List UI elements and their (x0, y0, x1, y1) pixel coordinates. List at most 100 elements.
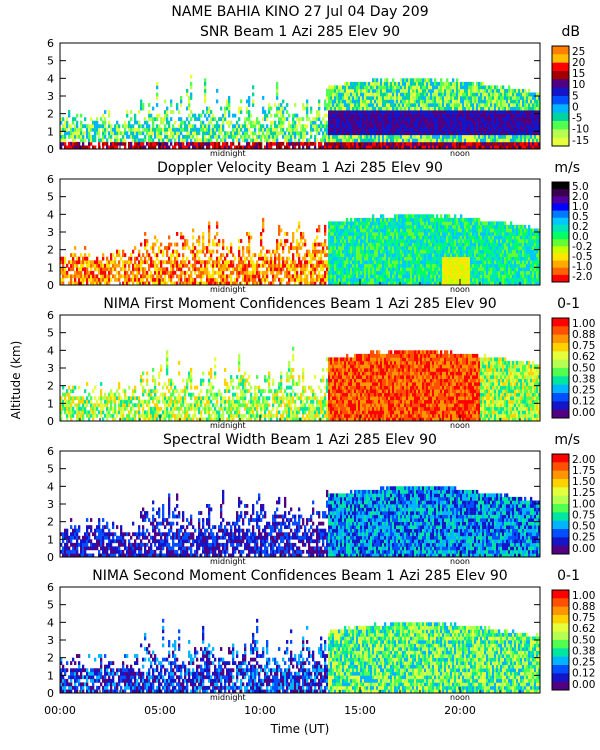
heatmap-cell (468, 131, 471, 136)
heatmap-cell (416, 110, 419, 114)
heatmap-cell (310, 127, 313, 132)
heatmap-cell (484, 124, 487, 129)
heatmap-cell (334, 127, 337, 132)
heatmap-cell (288, 138, 291, 143)
heatmap-cell (436, 81, 439, 86)
heatmap-cell (166, 113, 169, 118)
heatmap-cell (306, 106, 309, 111)
heatmap-cell (360, 228, 363, 233)
heatmap-cell (342, 85, 345, 90)
heatmap-cell (388, 117, 391, 122)
heatmap-cell (344, 110, 347, 114)
heatmap-cell (108, 281, 111, 286)
heatmap-cell (460, 117, 463, 122)
heatmap-cell (312, 246, 315, 250)
heatmap-cell (454, 113, 457, 118)
heatmap-cell (230, 120, 233, 125)
heatmap-cell (400, 141, 403, 146)
heatmap-cell (428, 106, 431, 111)
heatmap-cell (336, 274, 339, 279)
heatmap-cell (422, 120, 425, 125)
heatmap-cell (296, 242, 299, 247)
heatmap-cell (290, 131, 293, 136)
heatmap-cell (402, 263, 405, 268)
heatmap-cell (380, 88, 383, 93)
heatmap-cell (514, 88, 517, 93)
heatmap-cell (342, 228, 345, 233)
heatmap-cell (382, 88, 385, 93)
heatmap-cell (396, 113, 399, 118)
heatmap-cell (392, 232, 395, 236)
heatmap-cell (384, 131, 387, 136)
heatmap-cell (450, 127, 453, 132)
heatmap-cell (390, 239, 393, 243)
heatmap-cell (466, 138, 469, 143)
heatmap-cell (134, 246, 137, 250)
heatmap-cell (394, 145, 397, 150)
heatmap-cell (222, 263, 225, 268)
heatmap-cell (212, 249, 215, 254)
heatmap-cell (276, 267, 279, 272)
heatmap-cell (214, 141, 217, 146)
heatmap-cell (434, 103, 437, 107)
heatmap-cell (372, 242, 375, 247)
heatmap-cell (366, 242, 369, 247)
heatmap-cell (364, 281, 367, 286)
heatmap-cell (384, 145, 387, 150)
heatmap-cell (396, 138, 399, 143)
heatmap-cell (370, 242, 373, 247)
heatmap-cell (490, 131, 493, 136)
heatmap-cell (152, 145, 155, 150)
heatmap-cell (492, 138, 495, 143)
heatmap-cell (456, 103, 459, 107)
heatmap-cell (380, 120, 383, 125)
colorbar-unit: dB (562, 24, 581, 40)
heatmap-cell (396, 141, 399, 146)
heatmap-cell (106, 138, 109, 143)
heatmap-cell (342, 253, 345, 258)
heatmap-cell (502, 120, 505, 125)
heatmap-cell (96, 267, 99, 272)
heatmap-cell (324, 124, 327, 129)
heatmap-cell (474, 88, 477, 93)
heatmap-cell (98, 134, 101, 139)
heatmap-cell (524, 127, 527, 132)
heatmap-cell (118, 260, 121, 265)
heatmap-cell (130, 134, 133, 139)
heatmap-cell (298, 274, 301, 279)
heatmap-cell (380, 110, 383, 114)
heatmap-cell (450, 117, 453, 122)
heatmap-cell (76, 141, 79, 146)
heatmap-cell (188, 260, 191, 265)
heatmap-cell (340, 124, 343, 129)
heatmap-cell (484, 96, 487, 100)
heatmap-cell (118, 249, 121, 254)
heatmap-cell (358, 92, 361, 97)
heatmap-cell (212, 267, 215, 272)
heatmap-cell (62, 267, 65, 272)
heatmap-cell (390, 131, 393, 136)
heatmap-cell (88, 274, 91, 279)
heatmap-cell (154, 242, 157, 247)
heatmap-cell (78, 145, 81, 150)
heatmap-cell (388, 134, 391, 139)
heatmap-cell (370, 117, 373, 122)
heatmap-cell (392, 235, 395, 240)
heatmap-cell (484, 134, 487, 139)
heatmap-cell (188, 277, 191, 282)
heatmap-cell (356, 88, 359, 93)
heatmap-cell (108, 277, 111, 282)
heatmap-cell (360, 263, 363, 268)
heatmap-cell (68, 274, 71, 279)
heatmap-cell (460, 85, 463, 90)
heatmap-cell (336, 224, 339, 229)
heatmap-cell (182, 134, 185, 139)
heatmap-cell (340, 103, 343, 107)
heatmap-cell (246, 110, 249, 114)
heatmap-cell (318, 270, 321, 275)
heatmap-cell (382, 99, 385, 104)
heatmap-cell (188, 113, 191, 118)
heatmap-cell (122, 138, 125, 143)
heatmap-cell (366, 103, 369, 107)
heatmap-cell (60, 134, 63, 139)
